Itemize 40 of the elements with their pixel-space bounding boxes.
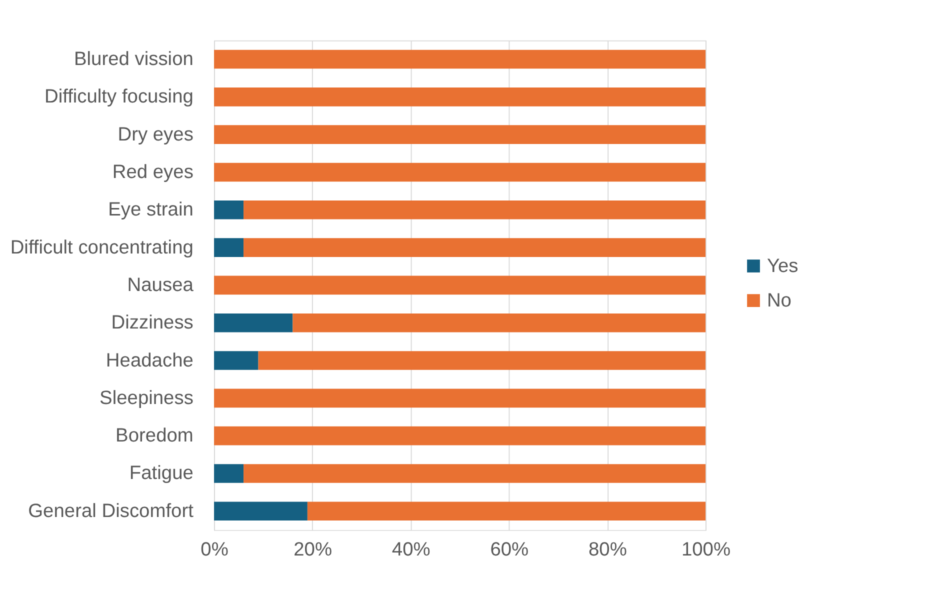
x-tick-label: 40%	[392, 539, 430, 560]
x-tick-label: 20%	[294, 539, 332, 560]
y-tick-label: Boredom	[116, 426, 194, 447]
y-tick-label: Dry eyes	[118, 124, 194, 146]
bar	[214, 388, 706, 408]
bar	[258, 351, 706, 370]
y-tick-label: Difficulty focusing	[44, 86, 194, 108]
bar	[214, 125, 706, 144]
bar	[214, 351, 258, 370]
bar	[214, 502, 308, 521]
y-tick-label: Blured vission	[74, 49, 194, 70]
bar	[244, 464, 706, 483]
y-tick-label: Dizziness	[111, 312, 194, 334]
y-tick-label: Headache	[106, 350, 194, 372]
bar	[214, 50, 706, 69]
legend-label: Yes	[766, 256, 798, 277]
bar	[244, 200, 706, 220]
x-tick-label: 100%	[681, 539, 731, 560]
legend-label: No	[766, 290, 792, 312]
bar	[214, 313, 293, 332]
x-tick-label: 80%	[588, 539, 627, 560]
bar	[244, 238, 706, 257]
bar	[214, 162, 706, 182]
y-tick-label: Red eyes	[112, 162, 194, 183]
bar	[214, 464, 244, 483]
y-tick-label: Sleepiness	[100, 388, 194, 409]
bar	[214, 88, 706, 106]
bar	[214, 200, 244, 220]
y-tick-label: Nausea	[127, 274, 194, 296]
x-tick-label: 0%	[200, 539, 228, 560]
bar	[292, 313, 706, 332]
bar	[214, 238, 244, 257]
bar	[214, 426, 706, 446]
bar	[214, 276, 706, 295]
bar	[307, 502, 706, 521]
y-tick-label: General Discomfort	[28, 500, 194, 522]
y-tick-label: Fatigue	[129, 463, 194, 484]
x-tick-label: 60%	[490, 539, 529, 560]
y-tick-label: Eye strain	[108, 200, 194, 221]
y-tick-label: Difficult concentrating	[10, 237, 194, 258]
